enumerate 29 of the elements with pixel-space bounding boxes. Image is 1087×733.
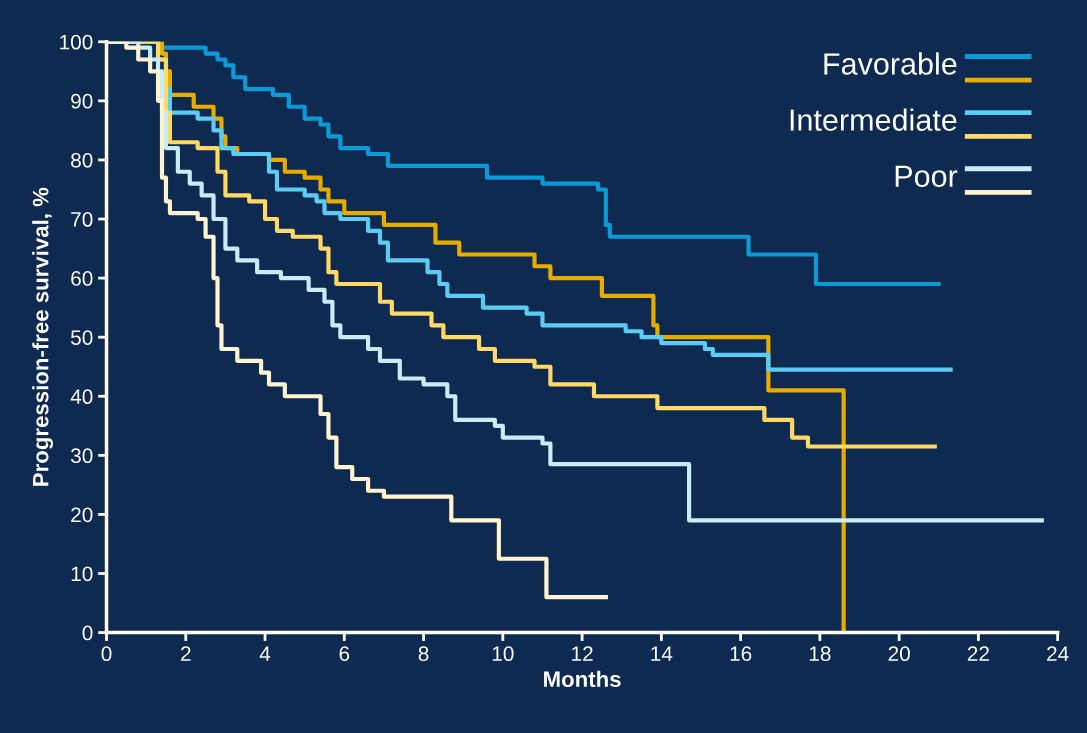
y-tick-label: 50: [70, 330, 93, 345]
x-tick-label: 6: [339, 646, 350, 662]
y-tick-label: 10: [71, 566, 93, 582]
x-tick-label: 20: [888, 646, 910, 662]
y-tick-label: 20: [71, 507, 93, 523]
x-tick-label: 16: [730, 646, 752, 662]
x-tick-label: 14: [651, 646, 673, 661]
y-tick-label: 0: [82, 625, 93, 641]
x-tick-label: 8: [418, 646, 429, 662]
y-tick-label: 30: [70, 448, 93, 464]
x-tick-label: 10: [492, 646, 514, 662]
x-tick-label: 0: [101, 646, 112, 662]
x-tick-label: 4: [259, 646, 271, 661]
x-tick-label: 12: [572, 646, 593, 661]
x-tick-label: 18: [809, 646, 831, 662]
y-tick-label: 70: [71, 212, 93, 227]
y-tick-label: 60: [71, 271, 93, 286]
x-axis-title: Months: [544, 670, 621, 688]
y-tick-label: 100: [60, 34, 93, 50]
x-tick-label: 22: [967, 646, 989, 661]
y-tick-label: 80: [71, 152, 93, 168]
legend-label: Intermediate: [790, 108, 957, 131]
y-tick-label: 40: [70, 389, 93, 405]
legend-label: Favorable: [824, 52, 957, 75]
x-tick-label: 2: [181, 646, 191, 661]
legend-label: Poor: [895, 165, 958, 188]
x-tick-label: 24: [1047, 646, 1069, 661]
y-tick-label: 90: [71, 93, 93, 109]
y-axis-title: Progression-free survival, %: [32, 187, 54, 486]
